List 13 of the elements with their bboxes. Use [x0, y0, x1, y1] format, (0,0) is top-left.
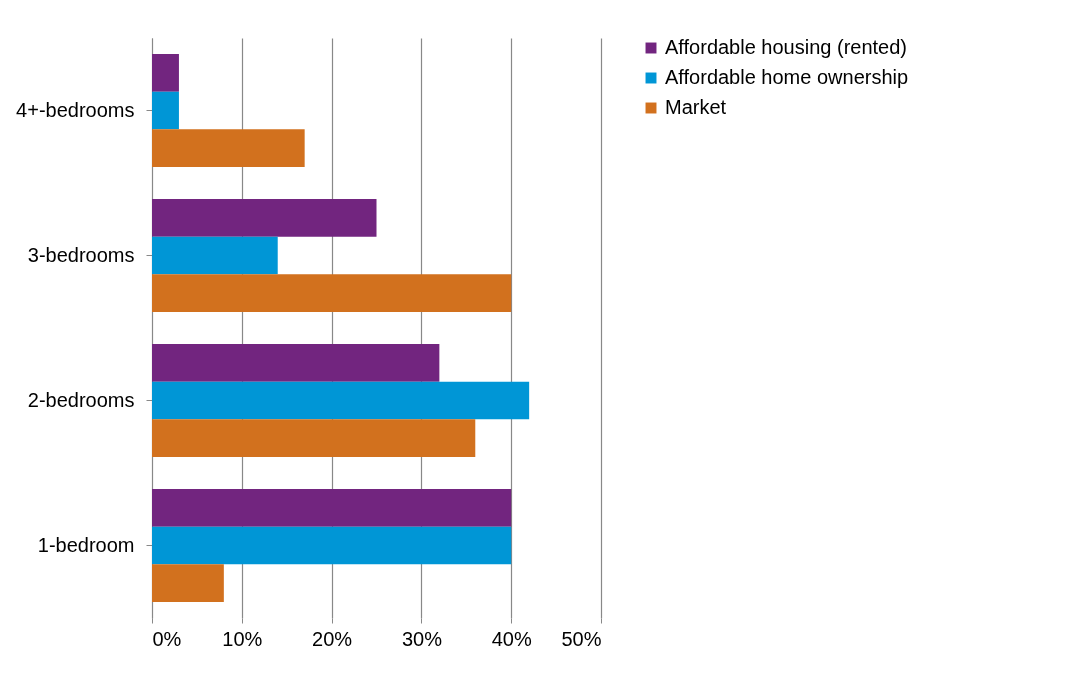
legend-label: Affordable housing (rented) — [665, 36, 908, 58]
x-tick-label: 30% — [401, 627, 443, 650]
x-tick-label: 10% — [222, 627, 263, 650]
x-tick-label: 20% — [312, 627, 353, 650]
legend-label: Market — [665, 96, 727, 118]
y-tick-label: 4+-bedrooms — [16, 98, 135, 121]
y-tick-label: 3-bedrooms — [27, 243, 135, 266]
y-tick-label: 2-bedrooms — [27, 388, 135, 411]
x-tick-label: 0% — [152, 627, 182, 650]
legend-label: Affordable home ownership — [665, 66, 909, 88]
x-tick-label: 40% — [491, 627, 532, 650]
x-tick-label: 50% — [561, 627, 602, 650]
y-tick-label: 1-bedroom — [37, 533, 135, 556]
